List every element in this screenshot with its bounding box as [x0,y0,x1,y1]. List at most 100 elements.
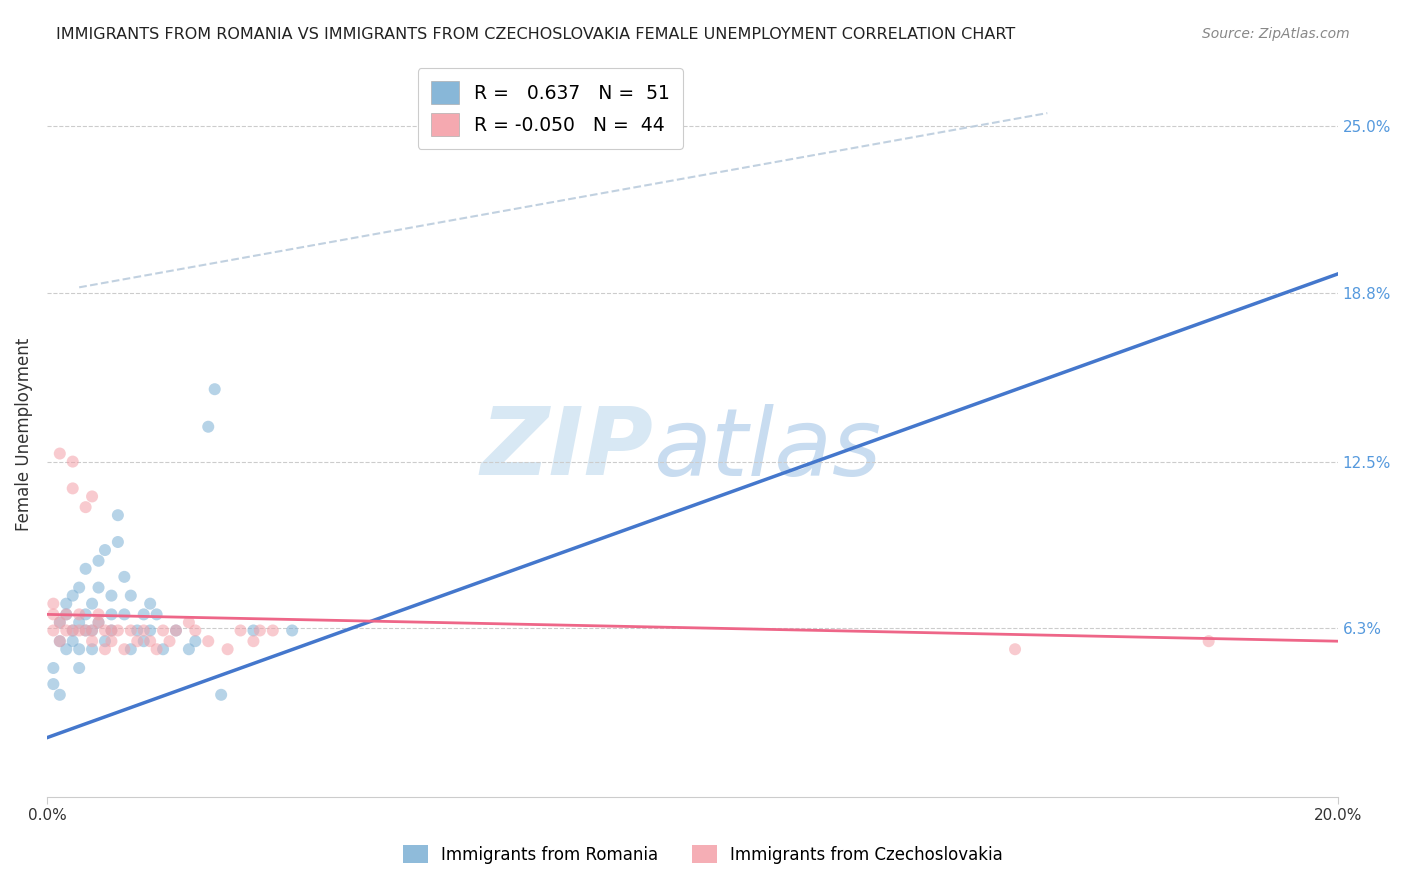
Point [55,607,77,622]
Point [139,624,162,638]
Point [49,615,72,630]
Point [197,419,219,434]
Text: Source: ZipAtlas.com: Source: ZipAtlas.com [1202,27,1350,41]
Point [152,642,174,657]
Point [112,642,135,657]
Point [197,634,219,648]
Text: ZIP: ZIP [481,403,654,495]
Point [67,581,90,595]
Point [107,624,129,638]
Point [55,607,77,622]
Point [229,624,252,638]
Point [145,607,167,622]
Point [80,634,103,648]
Point [165,624,187,638]
Point [80,624,103,638]
Point [127,624,149,638]
Point [209,688,232,702]
Point [204,382,226,396]
Point [127,634,149,648]
Point [177,615,200,630]
Point [145,642,167,657]
Point [87,554,110,568]
Point [49,446,72,460]
Point [67,642,90,657]
Point [217,642,239,657]
Point [42,661,65,675]
Point [67,624,90,638]
Point [62,624,84,638]
Point [42,607,65,622]
Point [49,634,72,648]
Point [152,624,174,638]
Point [80,642,103,657]
Text: atlas: atlas [654,404,882,495]
Point [87,615,110,630]
Point [75,607,97,622]
Point [112,607,135,622]
Point [1198,634,1220,648]
Point [75,624,97,638]
Point [100,634,122,648]
Point [87,615,110,630]
Point [49,615,72,630]
Point [249,624,271,638]
Point [62,454,84,468]
Point [75,500,97,515]
Point [120,642,142,657]
Point [94,634,117,648]
Point [67,615,90,630]
Point [132,634,155,648]
Point [62,589,84,603]
Point [87,581,110,595]
Point [107,508,129,523]
Point [42,624,65,638]
Point [62,634,84,648]
Point [132,624,155,638]
Point [262,624,284,638]
Point [139,597,162,611]
Point [94,543,117,558]
Text: IMMIGRANTS FROM ROMANIA VS IMMIGRANTS FROM CZECHOSLOVAKIA FEMALE UNEMPLOYMENT CO: IMMIGRANTS FROM ROMANIA VS IMMIGRANTS FR… [56,27,1015,42]
Point [80,624,103,638]
Point [281,624,304,638]
Y-axis label: Female Unemployment: Female Unemployment [15,338,32,532]
Point [1004,642,1026,657]
Point [67,661,90,675]
Point [49,688,72,702]
Point [42,677,65,691]
Point [62,624,84,638]
Point [139,634,162,648]
Point [55,624,77,638]
Point [100,589,122,603]
Point [177,642,200,657]
Point [55,597,77,611]
Point [165,624,187,638]
Point [55,642,77,657]
Point [87,607,110,622]
Point [242,634,264,648]
Point [159,634,181,648]
Point [80,490,103,504]
Point [456,125,478,139]
Point [100,624,122,638]
Point [67,607,90,622]
Point [184,624,207,638]
Legend: Immigrants from Romania, Immigrants from Czechoslovakia: Immigrants from Romania, Immigrants from… [396,838,1010,871]
Point [132,607,155,622]
Point [100,607,122,622]
Point [42,597,65,611]
Point [62,482,84,496]
Point [94,624,117,638]
Point [112,570,135,584]
Point [75,624,97,638]
Point [120,589,142,603]
Legend: R =   0.637   N =  51, R = -0.050   N =  44: R = 0.637 N = 51, R = -0.050 N = 44 [418,68,683,149]
Point [75,562,97,576]
Point [100,624,122,638]
Point [120,624,142,638]
Point [184,634,207,648]
Point [49,634,72,648]
Point [80,597,103,611]
Point [94,642,117,657]
